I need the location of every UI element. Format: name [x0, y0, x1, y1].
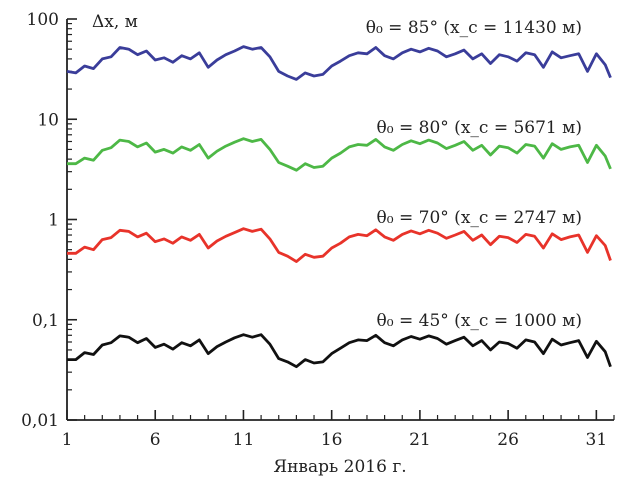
- y-ticks: 100 10 1 0,1 0,01: [21, 10, 77, 431]
- series-line-1: [67, 137, 612, 172]
- series-lines: [66, 45, 612, 369]
- series-labels: θ₀ = 85° (x_c = 11430 м) θ₀ = 80° (x_c = …: [366, 18, 582, 331]
- y-tick-label: 0,01: [21, 411, 59, 431]
- y-tick-label: 10: [37, 110, 59, 130]
- x-tick-label: 1: [62, 430, 73, 450]
- x-tick-label: 6: [150, 430, 161, 450]
- series-label-3: θ₀ = 45° (x_c = 1000 м): [377, 311, 582, 331]
- x-ticks: 1 6 11 16 21 26 31: [62, 410, 615, 450]
- x-tick-label: 26: [497, 430, 519, 450]
- y-tick-label: 100: [27, 10, 59, 30]
- series-label-1: θ₀ = 80° (x_c = 5671 м): [377, 118, 582, 138]
- series-line-0: [66, 45, 612, 81]
- y-tick-label: 1: [48, 211, 59, 231]
- x-tick-label: 31: [586, 430, 608, 450]
- y-tick-label: 0,1: [32, 311, 59, 331]
- series-label-2: θ₀ = 70° (x_c = 2747 м): [377, 208, 582, 228]
- y-axis-label: Δx, м: [92, 12, 138, 32]
- x-tick-label: 21: [409, 430, 431, 450]
- x-axis-label: Январь 2016 г.: [273, 457, 406, 477]
- series-line-2: [67, 227, 612, 264]
- series-line-3: [67, 333, 612, 369]
- series-label-0: θ₀ = 85° (x_c = 11430 м): [366, 18, 582, 38]
- x-tick-label: 16: [321, 430, 343, 450]
- x-tick-label: 11: [233, 430, 255, 450]
